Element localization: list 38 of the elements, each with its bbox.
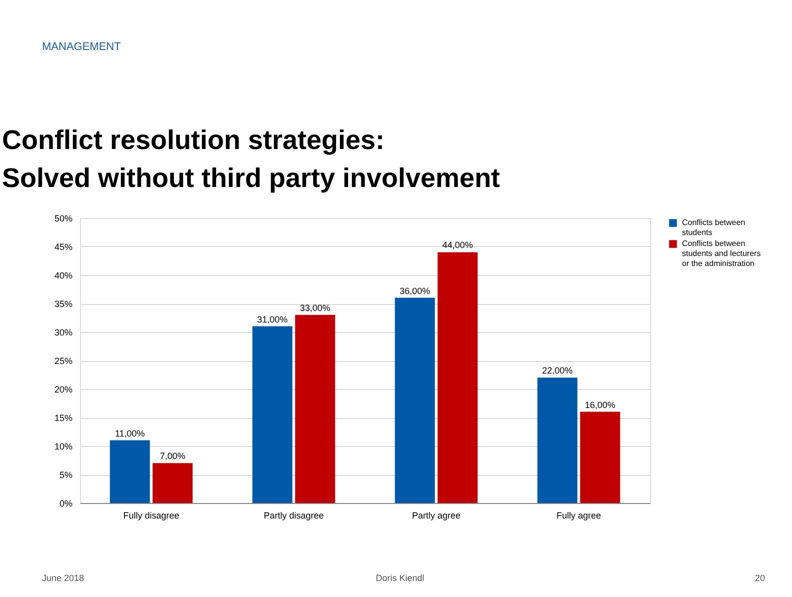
y-tick-label: 0% bbox=[59, 498, 72, 508]
x-tick-label: Partly agree bbox=[412, 510, 461, 520]
chart-title: Conflict resolution strategies: Solved without third party involvement bbox=[2, 125, 500, 193]
bar bbox=[537, 378, 578, 503]
x-tick-label: Fully disagree bbox=[123, 510, 180, 520]
data-label: 11,00% bbox=[114, 428, 145, 438]
bar bbox=[438, 252, 478, 503]
data-label: 16,00% bbox=[584, 400, 616, 410]
text: MANAGEMENT bbox=[42, 41, 122, 53]
y-tick-label: 10% bbox=[54, 442, 72, 452]
y-tick-label: 15% bbox=[54, 413, 72, 423]
text: Doris Kiendl bbox=[376, 573, 424, 583]
data-label: 31,00% bbox=[257, 314, 288, 324]
data-label: 7,00% bbox=[160, 451, 186, 462]
x-tick-label: Fully agree bbox=[556, 510, 602, 520]
text: 20 bbox=[754, 573, 765, 583]
bar bbox=[252, 326, 292, 503]
data-label: 36,00% bbox=[400, 286, 430, 296]
bar bbox=[110, 440, 150, 503]
y-tick-label: 30% bbox=[54, 328, 72, 338]
legend-label: Conflicts between students bbox=[682, 218, 746, 237]
y-tick-label: 5% bbox=[59, 470, 72, 480]
bar bbox=[295, 314, 336, 503]
data-label: 44,00% bbox=[442, 240, 473, 250]
x-tick-label: Partly disagree bbox=[264, 510, 324, 520]
y-tick-label: 45% bbox=[54, 242, 72, 252]
data-label: 33,00% bbox=[300, 302, 330, 313]
bar bbox=[394, 298, 435, 503]
bar bbox=[152, 463, 193, 503]
bar bbox=[580, 412, 620, 503]
text: June 2018 bbox=[42, 573, 84, 583]
y-tick-label: 40% bbox=[54, 270, 72, 280]
y-tick-label: 50% bbox=[54, 214, 72, 224]
data-label: 22,00% bbox=[542, 366, 573, 376]
y-tick-label: 25% bbox=[54, 356, 72, 366]
legend-label: Conflicts between students and lecturers or the administration bbox=[682, 239, 761, 268]
y-tick-label: 35% bbox=[54, 299, 72, 309]
y-tick-label: 20% bbox=[54, 384, 72, 394]
